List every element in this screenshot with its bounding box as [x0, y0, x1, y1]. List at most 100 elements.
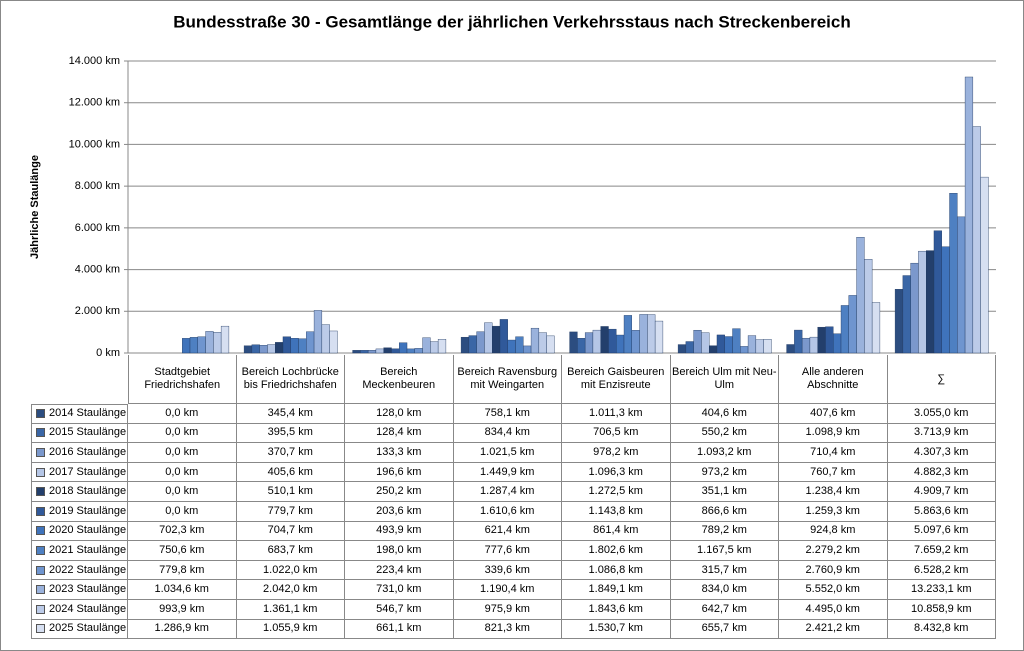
value-label-text: 924,8 km	[810, 524, 856, 537]
value-label: 4.909,7 km	[887, 482, 996, 502]
legend-key	[36, 506, 45, 516]
bar	[189, 337, 199, 354]
x-tick-label-text: Bereich Meckenbeuren	[362, 366, 436, 391]
value-label: 4.495,0 km	[779, 600, 888, 620]
bar	[220, 325, 230, 354]
value-label-text: 4.495,0 km	[805, 602, 860, 615]
y-tick-label: 2.000 km	[75, 305, 120, 317]
value-label-text: 405,6 km	[267, 465, 313, 478]
value-label-text: 1.238,4 km	[805, 485, 860, 498]
value-label: 2.760,9 km	[779, 560, 888, 581]
value-label-text: 1.449,9 km	[480, 465, 535, 478]
value-label: 1.530,7 km	[562, 619, 671, 640]
x-tick-label-text: Bereich Lochbrücke bis Friedrichshafen	[241, 366, 339, 391]
value-label-text: 642,7 km	[701, 602, 747, 615]
bar	[616, 334, 625, 354]
value-label: 731,0 km	[345, 580, 454, 600]
value-label: 223,4 km	[345, 560, 454, 581]
y-tick-label: 10.000 km	[69, 138, 120, 150]
bar	[732, 328, 741, 354]
value-label: 510,1 km	[236, 482, 345, 502]
bar	[685, 341, 694, 354]
bar	[941, 246, 950, 354]
value-label-text: 198,0 km	[376, 543, 422, 556]
value-label: 128,0 km	[345, 404, 454, 424]
legend-entry: 2016 Staulänge	[31, 443, 128, 463]
value-label: 655,7 km	[670, 619, 779, 640]
value-label: 546,7 km	[345, 600, 454, 620]
bar	[918, 250, 927, 354]
bar	[747, 335, 757, 354]
value-label: 4.307,3 km	[887, 443, 996, 463]
value-label-text: 993,9 km	[159, 602, 205, 615]
bar	[437, 339, 447, 354]
value-label-text: 1.011,3 km	[588, 406, 643, 419]
value-label: 2.042,0 km	[236, 580, 345, 600]
value-label: 1.055,9 km	[236, 619, 345, 640]
x-tick-label-text: Stadtgebiet Friedrichshafen	[144, 366, 221, 391]
value-label: 3.055,0 km	[887, 404, 996, 424]
value-label: 1.022,0 km	[236, 560, 345, 581]
value-label: 1.843,6 km	[562, 600, 671, 620]
value-label: 1.361,1 km	[236, 600, 345, 620]
legend-entry: 2018 Staulänge	[31, 482, 128, 502]
value-label-text: 866,6 km	[701, 504, 747, 517]
value-label: 5.097,6 km	[887, 521, 996, 542]
legend-label: 2015 Staulänge	[49, 426, 127, 439]
value-label: 779,8 km	[128, 560, 237, 581]
value-label: 2.421,2 km	[779, 619, 888, 640]
x-tick-label: ∑	[887, 355, 996, 404]
bar	[925, 250, 935, 354]
value-label: 1.259,3 km	[779, 502, 888, 522]
y-tick-label: 4.000 km	[75, 263, 120, 275]
value-label: 493,9 km	[345, 521, 454, 542]
value-label-text: 13.233,1 km	[910, 583, 972, 596]
legend-entry: 2024 Staulänge	[31, 600, 128, 620]
x-tick-label-text: Bereich Ravensburg mit Weingarten	[457, 366, 558, 391]
bar	[507, 339, 516, 354]
value-label-text: 1.143,8 km	[588, 504, 643, 517]
bar	[367, 350, 377, 354]
value-label: 779,7 km	[236, 502, 345, 522]
value-label-text: 1.272,5 km	[588, 485, 643, 498]
bar	[856, 237, 865, 354]
value-label: 198,0 km	[345, 541, 454, 561]
x-tick-label-text: Bereich Ulm mit Neu-Ulm	[671, 366, 777, 391]
value-label: 760,7 km	[779, 462, 888, 483]
value-label-text: 1.259,3 km	[805, 504, 860, 517]
value-label: 1.610,6 km	[453, 502, 562, 522]
value-label-text: 702,3 km	[159, 524, 205, 537]
bar	[825, 326, 834, 354]
value-label-text: 1.287,4 km	[480, 485, 535, 498]
bar	[794, 329, 803, 354]
legend-key	[36, 428, 45, 438]
value-label: 203,6 km	[345, 502, 454, 522]
bar	[422, 337, 431, 354]
value-label: 1.143,8 km	[562, 502, 671, 522]
value-label-text: 407,6 km	[810, 406, 856, 419]
bar	[833, 333, 842, 354]
value-label-text: 1.098,9 km	[805, 426, 860, 439]
value-label: 642,7 km	[670, 600, 779, 620]
value-label: 128,4 km	[345, 423, 454, 444]
value-label-text: 834,4 km	[484, 426, 530, 439]
bar	[329, 330, 338, 354]
value-label-text: 128,0 km	[376, 406, 422, 419]
x-tick-label: Stadtgebiet Friedrichshafen	[128, 355, 237, 404]
value-label-text: 1.610,6 km	[480, 504, 535, 517]
bar	[933, 230, 942, 354]
y-tick-label: 14.000 km	[69, 55, 120, 67]
value-label: 621,4 km	[453, 521, 562, 542]
bar	[197, 336, 206, 354]
value-label-text: 2.042,0 km	[263, 583, 318, 596]
value-label: 6.528,2 km	[887, 560, 996, 581]
value-label: 1.190,4 km	[453, 580, 562, 600]
value-label-text: 758,1 km	[484, 406, 530, 419]
y-tick-label: 0 km	[96, 347, 120, 359]
value-label-text: 493,9 km	[376, 524, 422, 537]
value-label: 777,6 km	[453, 541, 562, 561]
value-label: 315,7 km	[670, 560, 779, 581]
value-label: 924,8 km	[779, 521, 888, 542]
legend-entry: 2017 Staulänge	[31, 462, 128, 483]
